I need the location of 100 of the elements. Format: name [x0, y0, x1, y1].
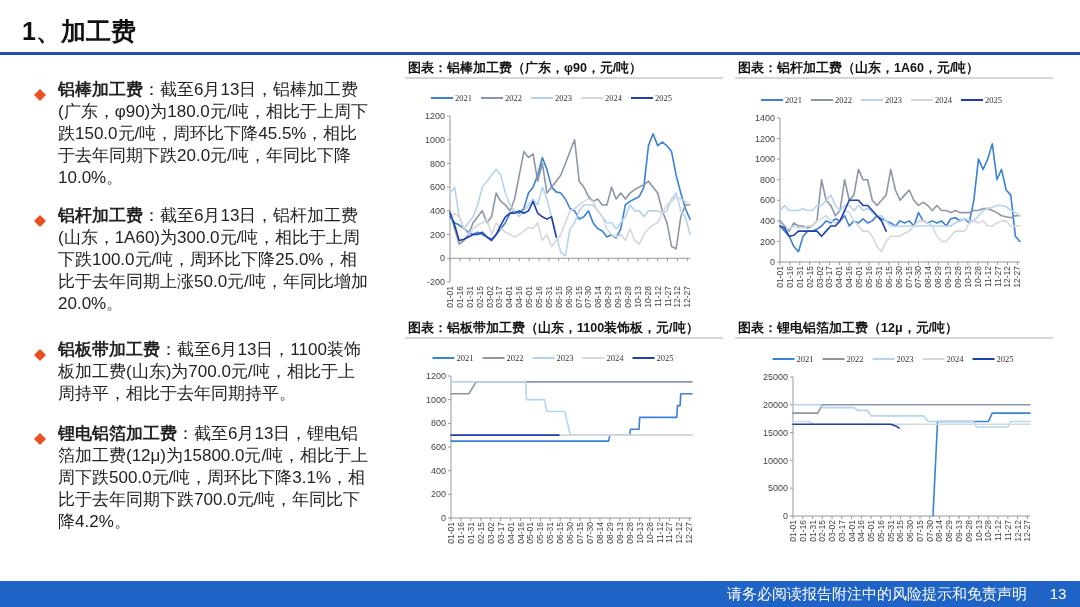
- x-tick-label: 08-29: [604, 521, 615, 544]
- x-tick-label: 12-27: [684, 521, 695, 544]
- y-tick-label: 1000: [424, 134, 445, 145]
- x-tick-label: 12-27: [682, 285, 693, 308]
- legend-label: 2025: [655, 92, 672, 103]
- x-tick-label: 11-12: [654, 521, 665, 544]
- legend-label: 2022: [835, 94, 852, 105]
- x-tick-label: 01-01: [774, 265, 785, 288]
- text: 铝棒加工费：截至6月13日，铝棒加工费(广东，φ90)为180.0元/吨，相比于上周下跌150.0元/吨，周环比下降45.5%，相比于去年同期下跌20.0元/吨，年同比下降10.0%。: [58, 79, 369, 189]
- y-tick-label: 1400: [754, 113, 775, 124]
- x-tick-label: 03-17: [495, 521, 506, 544]
- x-tick-label: 08-29: [944, 519, 955, 542]
- x-tick-label: 07-15: [914, 519, 925, 542]
- x-tick-label: 09-13: [954, 519, 965, 542]
- x-tick-label: 01-16: [797, 519, 808, 542]
- x-tick-label: 04-16: [514, 285, 525, 308]
- y-tick-label: -200: [426, 277, 445, 288]
- y-tick-label: 10000: [762, 455, 788, 466]
- x-tick-label: 11-27: [992, 265, 1003, 288]
- legend-label: 2022: [846, 353, 864, 364]
- line-series: [779, 194, 1021, 227]
- x-tick-label: 08-29: [603, 285, 614, 308]
- chart-title: 图表：铝板带加工费（山东，1100装饰板，元/吨）: [408, 320, 699, 335]
- x-tick-label: 06-15: [895, 519, 906, 542]
- y-tick-label: 200: [759, 236, 775, 247]
- legend-label: 2023: [556, 352, 574, 363]
- x-tick-label: 07-30: [583, 285, 594, 308]
- x-tick-label: 01-31: [465, 521, 476, 544]
- x-tick-label: 05-31: [873, 265, 884, 288]
- x-tick-label: 10-13: [973, 519, 984, 542]
- x-tick-label: 10-28: [642, 285, 653, 308]
- legend-label: 2022: [505, 92, 522, 103]
- x-tick-label: 11-27: [1002, 519, 1013, 542]
- legend-label: 2025: [985, 94, 1002, 105]
- legend-label: 2024: [935, 94, 953, 105]
- y-tick-label: 0: [439, 253, 445, 264]
- x-tick-label: 12-12: [1002, 265, 1013, 288]
- x-tick-label: 03-02: [485, 521, 496, 544]
- x-tick-label: 07-15: [903, 265, 914, 288]
- text: 13: [1049, 585, 1067, 602]
- x-tick-label: 05-16: [875, 519, 886, 542]
- x-tick-label: 06-15: [553, 285, 564, 308]
- x-tick-label: 09-28: [953, 265, 963, 288]
- y-tick-label: 800: [430, 418, 446, 429]
- x-tick-label: 04-01: [505, 521, 516, 544]
- x-tick-label: 04-01: [834, 265, 845, 288]
- x-tick-label: 02-15: [474, 285, 485, 308]
- legend-label: 2025: [656, 352, 674, 363]
- line-series: [779, 168, 1021, 232]
- x-tick-label: 03-17: [494, 285, 505, 308]
- x-tick-label: 09-28: [623, 285, 633, 308]
- x-tick-label: 09-13: [943, 265, 954, 288]
- x-tick-label: 10-28: [972, 265, 983, 288]
- x-tick-label: 05-31: [885, 519, 896, 542]
- x-tick-label: 11-27: [662, 285, 673, 308]
- y-tick-label: 25000: [762, 372, 788, 383]
- x-tick-label: 04-01: [504, 285, 515, 308]
- x-tick-label: 10-13: [962, 265, 973, 288]
- line-series: [779, 199, 887, 238]
- x-tick-label: 01-01: [444, 285, 455, 308]
- x-tick-label: 04-16: [856, 519, 867, 542]
- x-tick-label: 03-17: [836, 519, 847, 542]
- text: 铝板带加工费：截至6月13日，1100装饰板加工费(山东)为700.0元/吨，相比于上周持平，相比于去年同期持平。: [58, 339, 362, 405]
- x-tick-label: 10-13: [632, 285, 643, 308]
- x-tick-label: 06-15: [883, 265, 894, 288]
- x-tick-label: 08-14: [593, 285, 604, 308]
- legend-label: 2023: [896, 353, 914, 364]
- x-tick-label: 05-01: [854, 265, 865, 288]
- y-tick-label: 1200: [424, 111, 445, 122]
- x-tick-label: 12-12: [1012, 519, 1023, 542]
- x-tick-label: 07-15: [573, 285, 584, 308]
- legend-label: 2023: [885, 94, 902, 105]
- x-tick-label: 08-14: [923, 265, 934, 288]
- legend-label: 2024: [946, 353, 965, 364]
- text: 1、加工费: [22, 17, 136, 45]
- text: 请务必阅读报告附注中的风险提示和免责声明: [727, 585, 1027, 602]
- y-tick-label: 800: [759, 174, 775, 185]
- x-tick-label: 03-02: [814, 265, 825, 288]
- x-tick-label: 01-16: [455, 521, 466, 544]
- x-tick-label: 04-01: [846, 519, 857, 542]
- x-tick-label: 11-12: [982, 265, 993, 288]
- x-tick-label: 01-01: [787, 519, 798, 542]
- chart-title: 图表：铝棒加工费（广东，φ90，元/吨）: [408, 60, 643, 75]
- x-tick-label: 09-28: [624, 521, 635, 544]
- legend-label: 2023: [555, 92, 572, 103]
- x-tick-label: 04-16: [515, 521, 526, 544]
- legend-label: 2024: [605, 92, 623, 103]
- legend-label: 2021: [455, 92, 472, 103]
- text: 铝杆加工费：截至6月13日，铝杆加工费(山东，1A60)为300.0元/吨，相比于上周下跌100.0元/吨，周环比下降25.0%，相比于去年同期上涨50.0元/吨，年同比增加20.0%。: [58, 205, 369, 315]
- x-tick-label: 03-17: [824, 265, 835, 288]
- x-tick-label: 04-16: [844, 265, 855, 288]
- y-tick-label: 0: [782, 511, 788, 522]
- y-tick-label: 1200: [425, 371, 446, 382]
- x-tick-label: 11-12: [993, 519, 1004, 542]
- x-tick-label: 01-31: [807, 519, 818, 542]
- legend-label: 2025: [996, 353, 1014, 364]
- legend-label: 2021: [456, 352, 474, 363]
- x-tick-label: 09-13: [613, 285, 624, 308]
- x-tick-label: 08-14: [934, 519, 945, 542]
- x-tick-label: 05-16: [535, 521, 546, 544]
